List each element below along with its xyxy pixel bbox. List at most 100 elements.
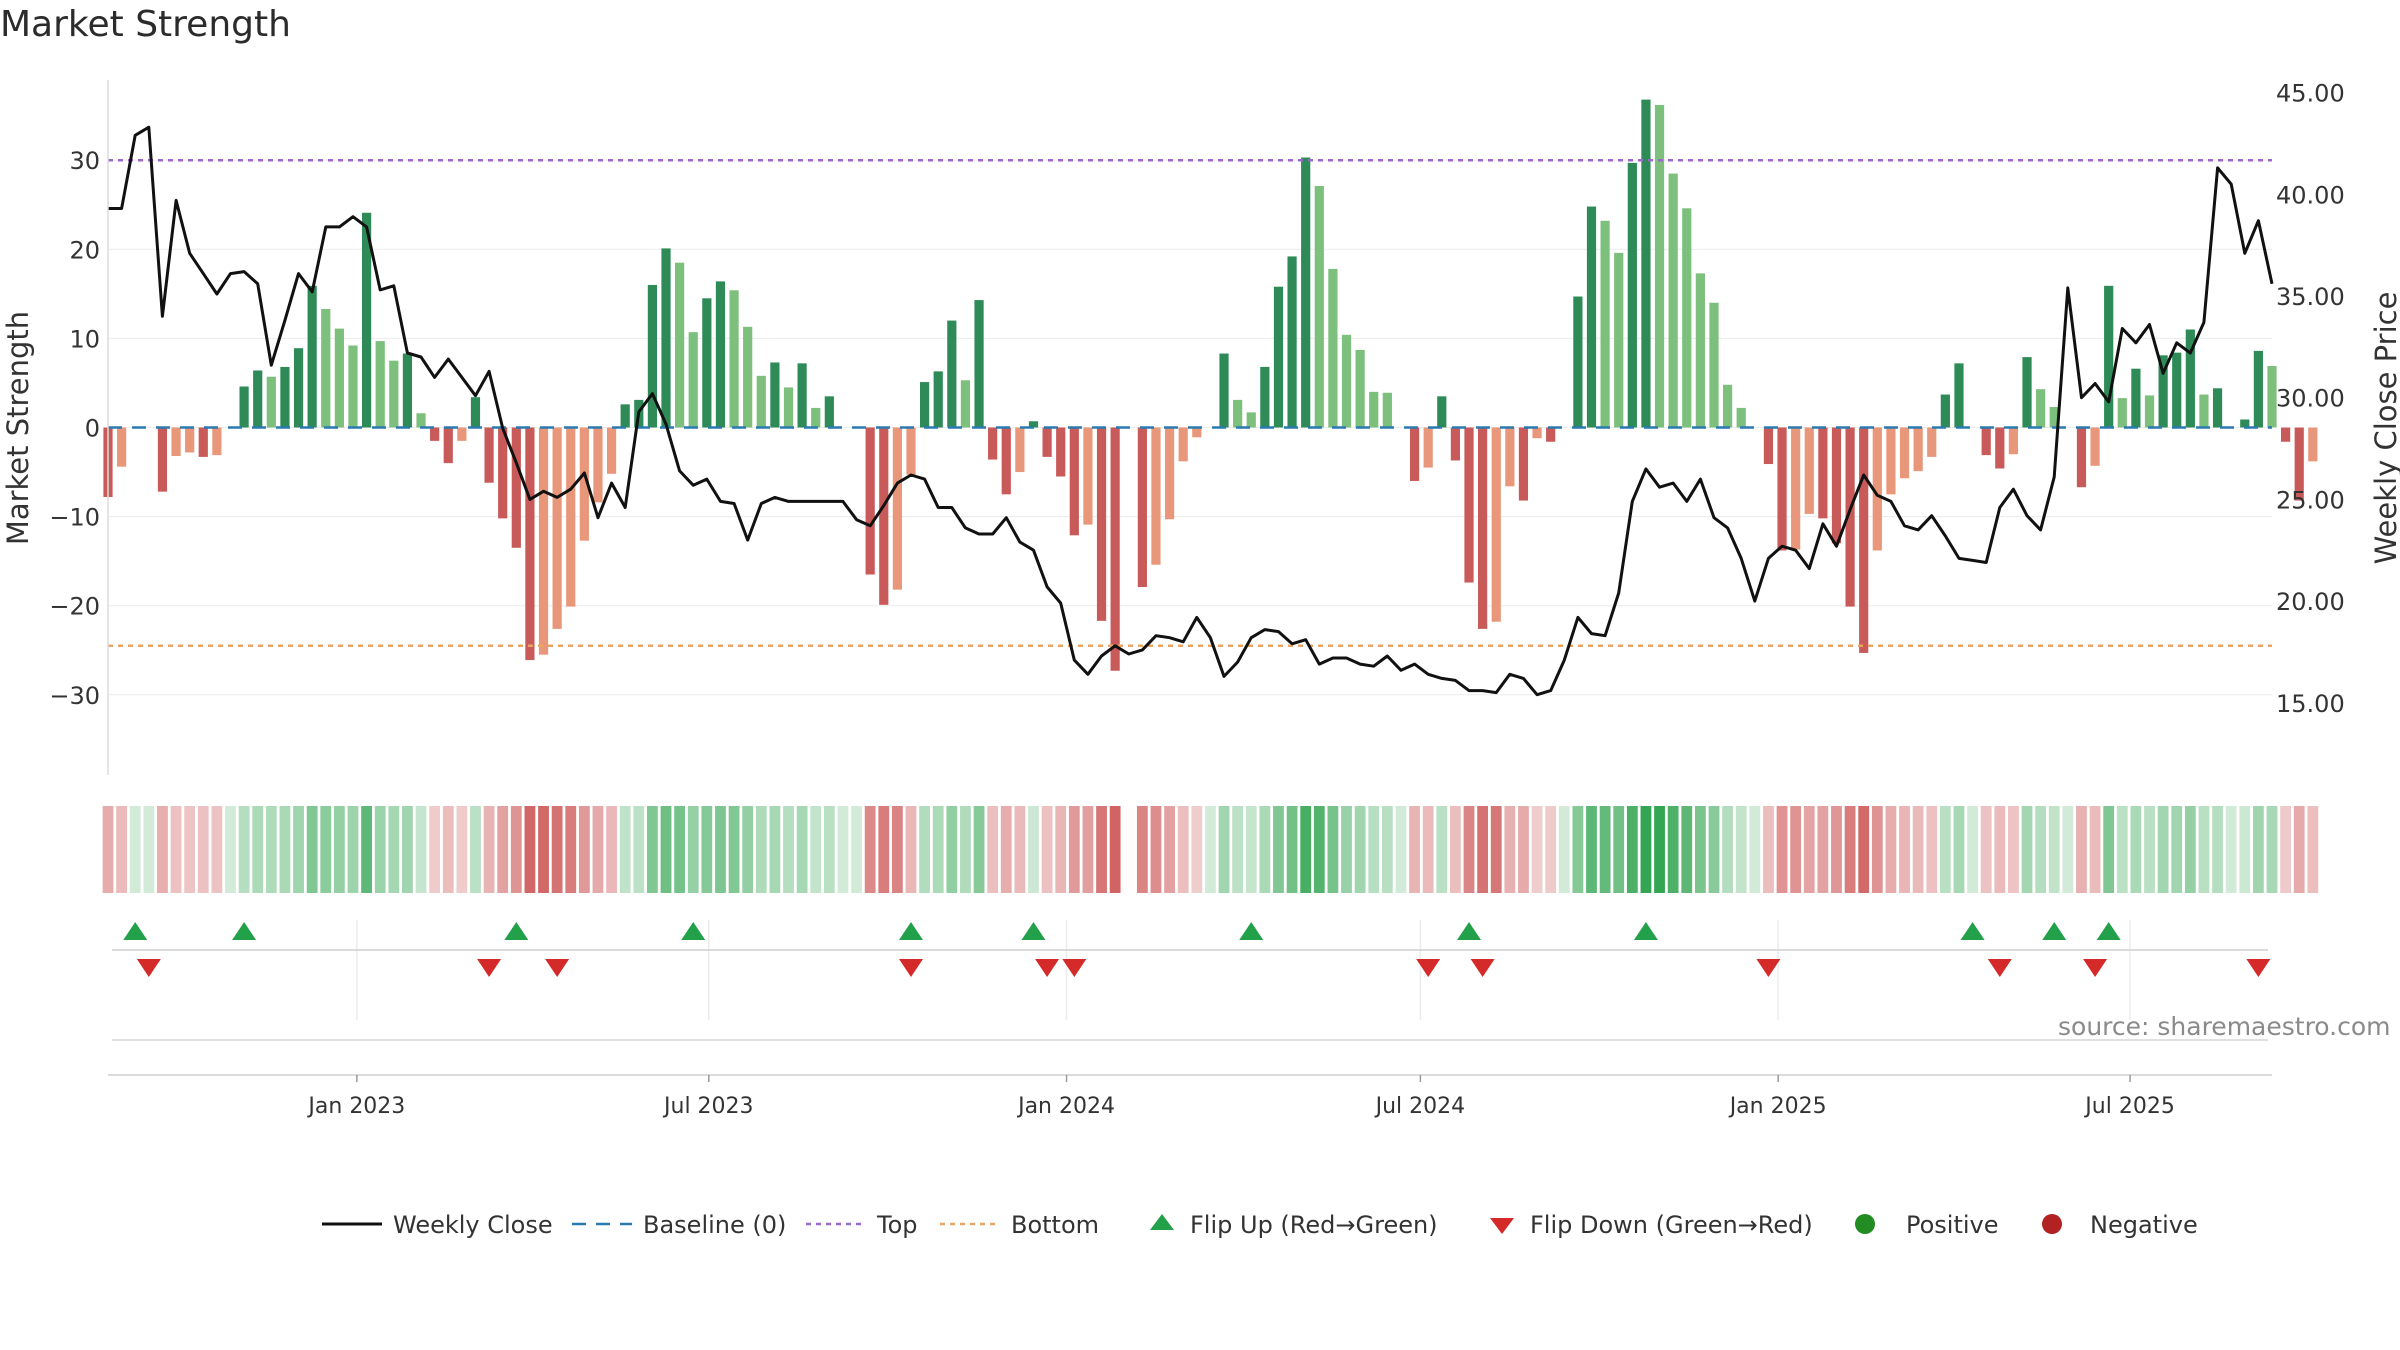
- strength-bar: [2076, 427, 2087, 488]
- heat-cell: [320, 806, 332, 893]
- strength-bar: [416, 413, 426, 428]
- heat-cell: [1967, 806, 1978, 893]
- strength-bar: [1954, 363, 1964, 428]
- strength-bar: [688, 332, 698, 428]
- heat-cell: [1136, 806, 1148, 893]
- strength-bar: [702, 298, 712, 428]
- strength-bar: [1164, 427, 1175, 520]
- y2-tick-label: 30.00: [2276, 385, 2345, 413]
- heat-cell: [361, 806, 372, 893]
- strength-bar: [1369, 391, 1379, 428]
- strength-bar: [1600, 220, 1610, 428]
- heat-cell: [1205, 806, 1216, 893]
- heat-cell: [1980, 806, 1992, 893]
- y2-tick-label: 40.00: [2276, 181, 2345, 209]
- strength-bar: [783, 387, 794, 428]
- heat-cell: [1735, 806, 1747, 893]
- legend-label: Flip Up (Red→Green): [1190, 1211, 1438, 1239]
- flip-down-marker: [1470, 959, 1495, 977]
- strength-bar: [157, 427, 168, 492]
- heat-cell: [102, 806, 114, 893]
- strength-bar: [1668, 173, 1678, 428]
- heat-cell: [2280, 806, 2292, 893]
- heat-cell: [1803, 806, 1815, 893]
- x-axis: Jan 2023 Jul 2023 Jan 2024 Jul 2024 Jan 2025…: [108, 1074, 2272, 1119]
- flip-down-marker: [545, 959, 570, 977]
- strength-bar: [947, 320, 957, 428]
- flip-down-marker: [2246, 959, 2271, 977]
- heat-cell: [1817, 806, 1829, 893]
- strength-bar: [1301, 157, 1311, 428]
- x-tick-label: Jul 2023: [662, 1094, 754, 1119]
- heat-cell: [1164, 806, 1175, 893]
- heat-cell: [878, 806, 890, 893]
- heat-cell: [783, 806, 794, 893]
- heat-cell: [2130, 806, 2142, 893]
- flip-up-marker: [504, 922, 529, 940]
- strength-bar: [729, 290, 739, 428]
- y-tick-label: 10: [69, 325, 100, 353]
- heat-cell: [1177, 806, 1189, 893]
- heat-cell: [374, 806, 386, 893]
- flip-up-marker: [1021, 922, 1046, 940]
- strength-bar: [1641, 99, 1651, 428]
- heat-cell: [1722, 806, 1733, 893]
- heat-cell: [1096, 806, 1107, 893]
- heat-cell: [2239, 806, 2251, 893]
- heat-cell: [1409, 806, 1420, 893]
- strength-bar: [1654, 104, 1665, 428]
- strength-bar: [2267, 366, 2277, 428]
- heat-cell: [960, 806, 971, 893]
- y-tick-label: −10: [49, 504, 100, 532]
- strength-bar: [1709, 302, 1719, 428]
- strength-bar: [402, 353, 413, 428]
- heat-cell: [1926, 806, 1938, 893]
- flip-down-marker: [477, 959, 502, 977]
- strength-bar: [1246, 412, 1256, 428]
- strength-bar: [1355, 349, 1365, 428]
- heat-cell: [1273, 806, 1284, 893]
- strength-bar: [1518, 427, 1529, 501]
- strength-bar: [2022, 357, 2032, 428]
- heat-cell: [701, 806, 713, 893]
- strength-bar: [593, 427, 603, 503]
- strength-bar: [2185, 329, 2195, 428]
- heat-cell: [1531, 806, 1543, 893]
- strength-bar: [675, 262, 685, 428]
- heat-cell: [1082, 806, 1094, 893]
- heat-cell: [415, 806, 427, 893]
- heat-cell: [1286, 806, 1298, 893]
- strength-bar: [1872, 427, 1882, 551]
- heat-cell: [1245, 806, 1257, 893]
- heat-cell: [633, 806, 645, 893]
- heat-cell: [769, 806, 781, 893]
- heat-cell: [1899, 806, 1910, 893]
- flip-down-marker: [1756, 959, 1781, 977]
- legend: Weekly Close Baseline (0) Top Bottom Flip Up…: [322, 1211, 2198, 1239]
- strength-bar: [1083, 427, 1093, 525]
- strength-bar: [1056, 427, 1066, 477]
- strength-bar: [2008, 427, 2019, 455]
- strength-bar: [511, 427, 521, 548]
- strength-bar: [1722, 384, 1733, 428]
- strength-bar: [1586, 206, 1597, 428]
- y2-tick-label: 45.00: [2276, 80, 2345, 108]
- y-tick-label: 20: [69, 236, 100, 264]
- heat-cell: [1613, 806, 1625, 893]
- heat-cell: [347, 806, 359, 893]
- strength-bar: [525, 427, 535, 661]
- heat-cell: [184, 806, 196, 893]
- strength-bar: [2104, 285, 2114, 428]
- heat-cell: [1028, 806, 1039, 893]
- heat-cell: [211, 806, 223, 893]
- strength-bar: [811, 407, 821, 428]
- heat-cell: [1218, 806, 1230, 893]
- heat-cell: [2076, 806, 2087, 893]
- heat-cell: [456, 806, 468, 893]
- heat-cell: [1626, 806, 1638, 893]
- strength-bar: [1899, 427, 1910, 479]
- heat-cell: [1381, 806, 1393, 893]
- flip-up-marker: [2042, 922, 2067, 940]
- close-line-group: [108, 125, 2274, 697]
- heat-cell: [565, 806, 577, 893]
